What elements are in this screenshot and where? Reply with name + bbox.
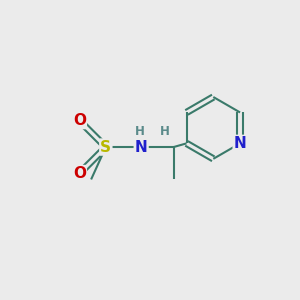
Text: N: N (135, 140, 148, 154)
Text: H: H (160, 125, 170, 138)
Text: O: O (73, 113, 86, 128)
Text: S: S (100, 140, 111, 154)
Text: H: H (135, 125, 145, 138)
Text: N: N (234, 136, 247, 151)
Text: O: O (73, 166, 86, 181)
